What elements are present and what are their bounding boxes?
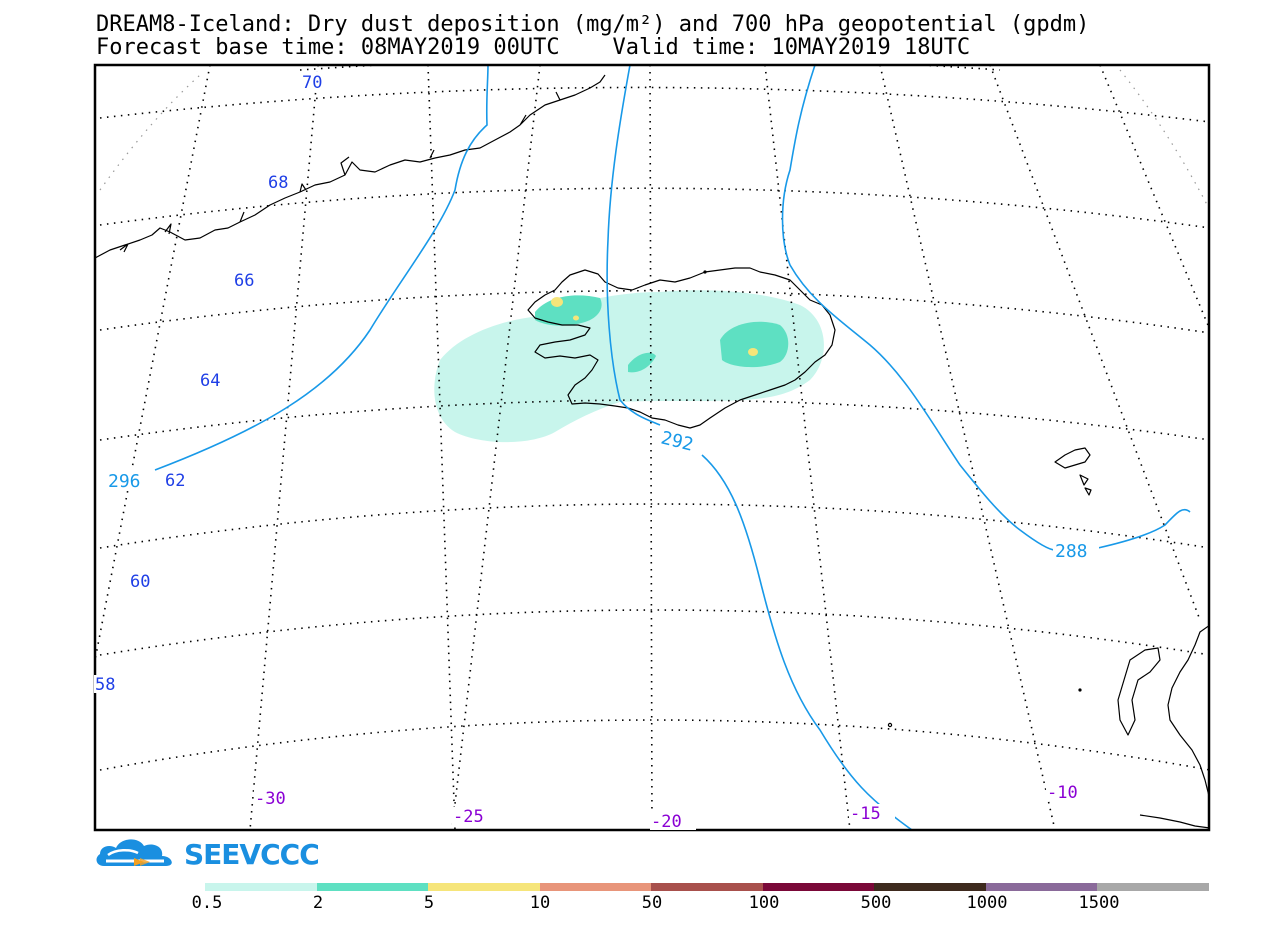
colorbar-segment xyxy=(985,883,1097,891)
colorbar-label: 10 xyxy=(529,893,551,913)
lon-label: -25 xyxy=(453,807,484,827)
colorbar-label: 1500 xyxy=(1078,893,1120,913)
colorbar-segment xyxy=(428,883,540,891)
colorbar-segment xyxy=(874,883,986,891)
dust-area-mid-east xyxy=(720,321,789,368)
colorbar-label: 1000 xyxy=(966,893,1008,913)
lon-label: -20 xyxy=(651,812,682,832)
logo-text: SEEVCCC xyxy=(184,837,320,871)
longitude-labels: -30 -25 -20 -15 -10 xyxy=(254,783,1092,832)
coastlines xyxy=(95,74,1209,829)
lat-label: 58 xyxy=(95,675,115,695)
colorbar-segment xyxy=(762,883,874,891)
geopotential-contours xyxy=(154,65,1191,830)
dust-area-mid-small xyxy=(628,352,656,373)
contour-labels: 296 292 288 xyxy=(106,427,1099,562)
colorbar-label: 50 xyxy=(641,893,663,913)
contour-label-292: 292 xyxy=(659,427,696,455)
greenland-coast xyxy=(95,74,606,259)
lat-label: 60 xyxy=(130,572,150,592)
lon-label: -30 xyxy=(255,789,286,809)
colorbar-segment xyxy=(205,883,317,891)
contour-292 xyxy=(606,65,913,830)
colorbar-segment xyxy=(316,883,428,891)
lat-label: 64 xyxy=(200,371,220,391)
lon-label: -15 xyxy=(850,804,881,824)
graticule-outer xyxy=(99,69,1209,210)
cloud-logo-icon xyxy=(96,839,172,866)
lat-label: 62 xyxy=(165,471,185,491)
dust-area-high-west xyxy=(551,297,563,307)
title-line-1: DREAM8-Iceland: Dry dust deposition (mg/… xyxy=(96,12,1090,37)
colorbar-label: 0.5 xyxy=(191,893,223,913)
scotland-coast xyxy=(1117,624,1209,829)
dust-area-high-west-2 xyxy=(573,315,579,321)
contour-label-296: 296 xyxy=(108,471,141,492)
colorbar xyxy=(205,883,1209,891)
lat-label: 68 xyxy=(268,173,288,193)
map-content xyxy=(95,65,1209,830)
dust-area-high-east xyxy=(748,348,758,356)
colorbar-label: 2 xyxy=(312,893,324,913)
colorbar-segment xyxy=(651,883,763,891)
colorbar-label: 500 xyxy=(860,893,892,913)
lon-label: -10 xyxy=(1047,783,1078,803)
seevccc-logo: SEEVCCC xyxy=(94,836,320,872)
colorbar-label: 100 xyxy=(748,893,780,913)
contour-288 xyxy=(781,65,1191,551)
contour-label-288: 288 xyxy=(1055,541,1088,562)
title-line-2: Forecast base time: 08MAY2019 00UTC Vali… xyxy=(96,35,971,60)
colorbar-segment xyxy=(539,883,651,891)
iceland-coast xyxy=(527,267,836,429)
dust-shading xyxy=(434,290,824,443)
lat-label: 70 xyxy=(302,73,322,93)
contour-296 xyxy=(154,65,489,471)
map-frame xyxy=(93,63,1211,832)
faroe-islands xyxy=(1054,447,1092,496)
latitude-labels: 70 68 66 64 62 60 58 xyxy=(94,72,330,695)
lat-label: 66 xyxy=(234,271,254,291)
graticule-parallels xyxy=(99,65,1209,771)
graticule-meridians xyxy=(95,65,1209,830)
colorbar-label: 5 xyxy=(423,893,435,913)
colorbar-segment xyxy=(1097,883,1209,891)
